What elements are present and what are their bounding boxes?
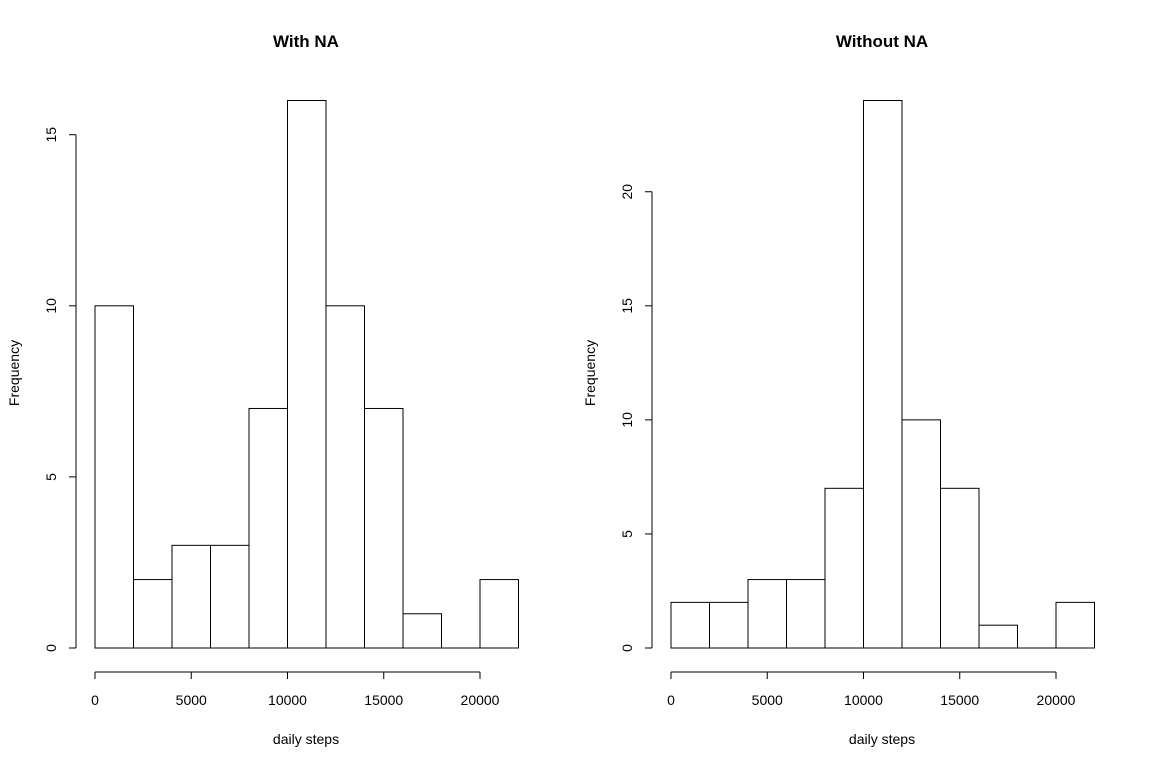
histogram-bar [325, 305, 365, 649]
y-tick-label: 5 [43, 473, 59, 481]
y-axis-label: Frequency [582, 340, 598, 406]
y-tick-label: 15 [619, 298, 635, 314]
chart-title: Without NA [836, 32, 928, 51]
x-tick-label: 10000 [844, 692, 883, 708]
bars [670, 100, 1095, 649]
histogram-bar [248, 407, 288, 649]
histogram-bar [901, 419, 941, 649]
histogram-bar [287, 100, 327, 649]
x-tick-label: 15000 [364, 692, 403, 708]
y-tick-label: 5 [619, 530, 635, 538]
x-tick-label: 20000 [461, 692, 500, 708]
bars [94, 100, 519, 649]
x-tick-label: 5000 [176, 692, 207, 708]
y-axis: 0 5 10 15 20 [619, 184, 653, 652]
histogram-bar [709, 601, 749, 649]
histogram-bar [479, 579, 519, 649]
histogram-bar [210, 544, 250, 649]
y-tick-label: 10 [619, 412, 635, 428]
y-tick-label: 0 [43, 644, 59, 652]
x-axis: 0 5000 10000 15000 20000 [667, 671, 1076, 708]
histogram-bar [978, 624, 1018, 649]
x-tick-label: 5000 [752, 692, 783, 708]
histogram-bar [786, 579, 826, 649]
panel-without-na: Without NA daily steps Frequency 0 5000 10… [582, 32, 1095, 747]
y-tick-label: 20 [619, 184, 635, 200]
histogram-bar [824, 487, 864, 649]
histogram-bar [863, 100, 903, 649]
x-tick-label: 10000 [268, 692, 307, 708]
histogram-bar [364, 407, 404, 649]
y-axis: 0 5 10 15 [43, 127, 77, 652]
x-tick-label: 0 [667, 692, 675, 708]
histogram-bar [747, 579, 787, 649]
x-tick-label: 20000 [1037, 692, 1076, 708]
panel-with-na: With NA daily steps Frequency 0 5000 10000… [6, 32, 519, 747]
histogram-bar [940, 487, 980, 649]
y-tick-label: 0 [619, 644, 635, 652]
histogram-bar [171, 544, 211, 649]
histogram-bar [1055, 601, 1095, 649]
x-axis-label: daily steps [273, 731, 339, 747]
histogram-bar [670, 601, 710, 649]
histogram-bar [133, 579, 173, 649]
x-axis: 0 5000 10000 15000 20000 [91, 671, 500, 708]
y-axis-label: Frequency [6, 340, 22, 406]
y-tick-label: 15 [43, 127, 59, 143]
y-tick-label: 10 [43, 298, 59, 314]
x-axis-label: daily steps [849, 731, 915, 747]
x-tick-label: 15000 [940, 692, 979, 708]
histogram-bar [402, 613, 442, 649]
histogram-bar [94, 305, 134, 649]
x-tick-label: 0 [91, 692, 99, 708]
chart-title: With NA [273, 32, 339, 51]
